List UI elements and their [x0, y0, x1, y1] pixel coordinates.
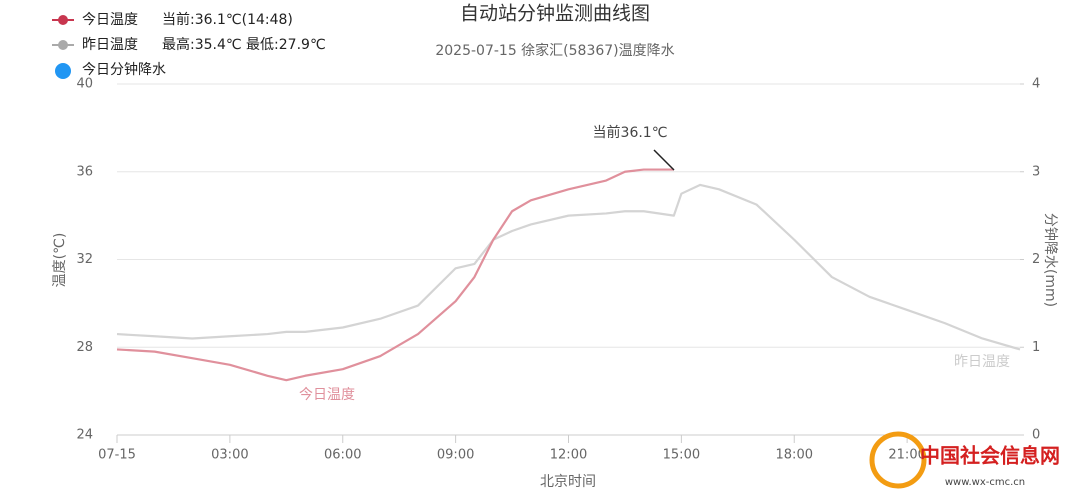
chart-title: 自动站分钟监测曲线图: [460, 3, 650, 25]
y-axis-title: 温度(℃): [52, 233, 68, 288]
x-tick-label: 21:00: [888, 448, 925, 463]
y2-tick-label: 0: [1032, 428, 1040, 443]
annotation: 昨日温度: [954, 354, 1010, 370]
watermark-name: 中国社会信息网: [920, 444, 1060, 468]
legend-marker: [58, 15, 68, 25]
x-tick-label: 06:00: [324, 448, 361, 463]
x-tick-label: 15:00: [663, 448, 700, 463]
annotation: 当前36.1℃: [593, 124, 668, 141]
watermark-url: www.wx-cmc.cn: [945, 477, 1025, 488]
annotation: 今日温度: [299, 387, 355, 403]
legend-label: 今日分钟降水: [82, 61, 166, 78]
y-tick-label: 24: [76, 428, 93, 443]
series-line: [116, 168, 674, 382]
y2-tick-label: 3: [1032, 164, 1040, 179]
annotation-leader: [653, 149, 675, 171]
x-tick-label: 09:00: [437, 448, 474, 463]
series-line: [116, 183, 1021, 351]
legend-note: 最高:35.4℃ 最低:27.9℃: [162, 36, 326, 53]
legend-note: 当前:36.1℃(14:48): [162, 11, 293, 28]
chart-subtitle: 2025-07-15 徐家汇(58367)温度降水: [435, 42, 674, 59]
x-tick-label: 03:00: [211, 448, 248, 463]
y2-tick-label: 1: [1032, 340, 1040, 355]
y2-axis-title: 分钟降水(mm): [1042, 213, 1059, 307]
legend-label: 昨日温度: [82, 37, 138, 53]
legend-marker: [58, 40, 68, 50]
x-axis-title: 北京时间: [540, 474, 596, 490]
x-tick-label: 07-15: [98, 448, 136, 463]
x-tick-label: 18:00: [776, 448, 813, 463]
legend-marker: [55, 63, 71, 79]
legend-label: 今日温度: [82, 12, 138, 28]
y2-tick-label: 2: [1032, 252, 1040, 267]
x-tick-label: 12:00: [550, 448, 587, 463]
watermark: 中国社会信息网 www.wx-cmc.cn: [869, 431, 1060, 489]
watermark-logo: [869, 431, 927, 489]
y2-tick-label: 4: [1032, 77, 1040, 92]
y-tick-label: 36: [76, 164, 93, 179]
y-tick-label: 28: [76, 340, 93, 355]
y-tick-label: 32: [76, 252, 93, 267]
y-tick-label: 40: [76, 77, 93, 92]
